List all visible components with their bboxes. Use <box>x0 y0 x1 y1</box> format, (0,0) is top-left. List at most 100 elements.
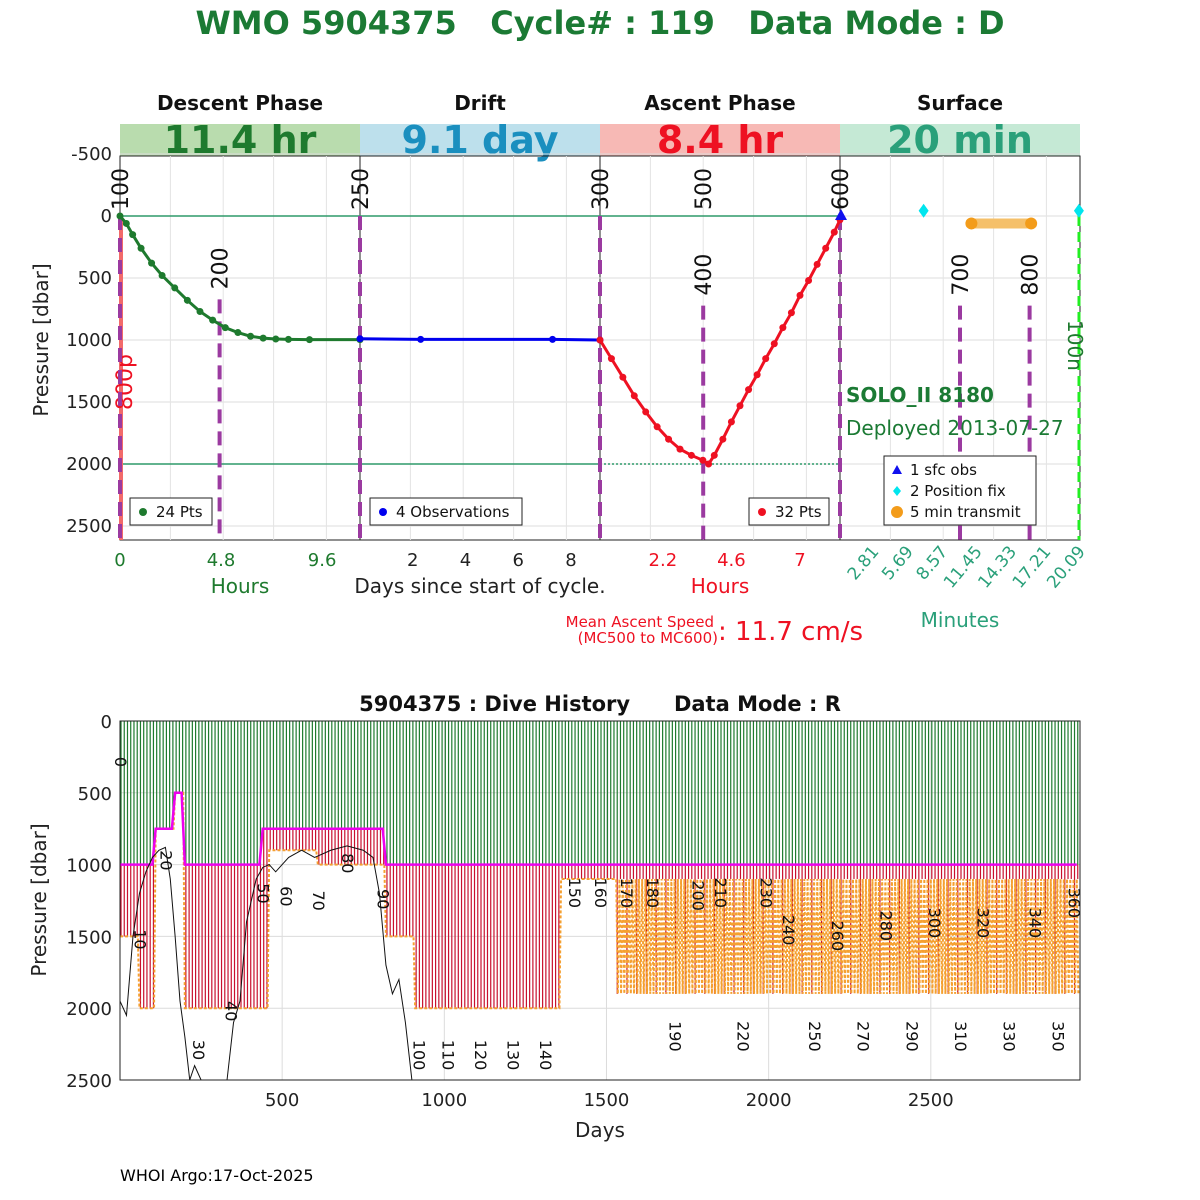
phase-duration: 11.4 hr <box>164 118 317 162</box>
descent-point <box>158 272 166 280</box>
position-fix-point <box>918 203 929 218</box>
event-marker-label: 600 <box>829 168 854 210</box>
cycle-label: 240 <box>779 915 798 946</box>
descent-point <box>209 316 217 324</box>
phase-title: Descent Phase <box>157 91 323 115</box>
legend-label: 2 Position fix <box>910 482 1006 500</box>
park-depth-line <box>120 791 1077 866</box>
cycle-label: 100 <box>409 1040 428 1071</box>
ascent-point <box>653 423 661 431</box>
ascent-point <box>676 445 684 453</box>
y-tick-label: 2500 <box>66 1071 112 1092</box>
ascent-point <box>665 435 673 443</box>
cycle-label: 330 <box>1000 1021 1019 1052</box>
event-marker-label: 400 <box>692 254 717 296</box>
ascent-point <box>753 371 761 379</box>
bathymetry-line <box>119 845 419 1081</box>
y-tick-label: -500 <box>71 144 112 165</box>
cycle-label: 210 <box>711 878 730 909</box>
descent-point <box>129 231 137 239</box>
phase-duration: 8.4 hr <box>657 118 784 162</box>
ascent-point <box>805 276 813 284</box>
ascent-point <box>727 418 735 426</box>
legend-marker <box>379 508 387 516</box>
ascent-point <box>705 460 713 468</box>
descent-point <box>148 259 156 267</box>
cycle-label: 60 <box>276 886 295 906</box>
page-title: WMO 5904375 Cycle# : 119 Data Mode : D <box>195 4 1005 42</box>
float-type-label: SOLO_II 8180 <box>846 383 994 407</box>
legend-label: 4 Observations <box>396 503 510 521</box>
x-axis-label: Days <box>575 1118 625 1142</box>
cycle-label: 270 <box>854 1021 873 1052</box>
phase-duration: 9.1 day <box>402 118 559 162</box>
legend-marker <box>893 486 901 496</box>
cycle-label: 30 <box>189 1040 208 1060</box>
legend-marker <box>758 508 766 516</box>
y-axis-label: Pressure [dbar] <box>29 263 53 416</box>
y-tick-label: 0 <box>101 206 112 227</box>
descent-point <box>221 324 229 332</box>
x-tick-label: 9.6 <box>308 550 337 571</box>
ascent-point <box>745 386 753 394</box>
cycle-label: 70 <box>309 890 328 910</box>
legend-marker <box>891 506 903 518</box>
ascent-point <box>796 291 804 299</box>
cycle-label: 360 <box>1065 888 1084 919</box>
ascent-speed-sublabel: (MC500 to MC600) <box>578 629 718 647</box>
cycle-label: 20 <box>156 850 175 870</box>
ascent-point <box>830 228 838 236</box>
cycle-label: 170 <box>617 878 636 909</box>
drift-point <box>549 335 557 343</box>
y-tick-label: 500 <box>78 268 112 289</box>
y-tick-label: 1000 <box>66 856 112 877</box>
ascent-point <box>687 451 695 459</box>
descent-point <box>259 334 267 342</box>
cycle-label: 290 <box>902 1021 921 1052</box>
descent-point <box>137 244 145 252</box>
drift-point <box>356 335 364 343</box>
event-marker-label: 500 <box>692 168 717 210</box>
y-tick-label: 1500 <box>66 927 112 948</box>
x-tick-label: 2 <box>407 550 418 571</box>
y-axis-label: Pressure [dbar] <box>27 823 51 976</box>
x-tick-label: 2500 <box>908 1090 954 1111</box>
x-tick-label: 2.81 <box>844 542 884 584</box>
phase-band <box>360 124 600 156</box>
ascent-point <box>699 456 707 464</box>
dive-history-chart: 5904375 : Dive History Data Mode : R 0 10 2… <box>27 692 1084 1142</box>
cycle-label: 280 <box>876 911 895 942</box>
x-tick-label: 7 <box>794 550 805 571</box>
ascent-point <box>642 408 650 416</box>
ascent-line <box>598 219 842 467</box>
descent-point <box>284 335 292 343</box>
ascent-point <box>787 309 795 317</box>
deployed-label: Deployed 2013-07-27 <box>846 416 1064 440</box>
phase-band <box>600 124 840 156</box>
green-marker-label: 100n <box>1063 320 1087 371</box>
x-axis-label: Hours <box>691 574 750 598</box>
ascent-point <box>736 402 744 410</box>
phase-title: Ascent Phase <box>644 91 795 115</box>
descent-point <box>116 212 124 220</box>
descent-point <box>171 284 179 292</box>
x-tick-label: 2.2 <box>649 550 678 571</box>
x-tick-label: 0 <box>114 550 125 571</box>
ascent-speed-value: : 11.7 cm/s <box>718 617 863 647</box>
descent-point <box>305 336 313 344</box>
position-fix-point <box>1073 203 1084 218</box>
legend-box <box>369 497 523 526</box>
cycle-label: 150 <box>565 878 584 909</box>
x-tick-label: 2000 <box>746 1090 792 1111</box>
cycle-label: 110 <box>439 1040 458 1071</box>
cycle-label: 190 <box>666 1021 685 1052</box>
plot-frame <box>119 720 1081 1081</box>
ascent-speed-label: Mean Ascent Speed <box>566 613 714 631</box>
y-tick-label: 2000 <box>66 454 112 475</box>
legend-label: 24 Pts <box>156 503 203 521</box>
sfc-obs-point <box>835 209 847 220</box>
ascent-point <box>630 392 638 400</box>
legend-marker <box>139 508 147 516</box>
x-tick-label: 1500 <box>584 1090 630 1111</box>
y-tick-label: 2500 <box>66 516 112 537</box>
